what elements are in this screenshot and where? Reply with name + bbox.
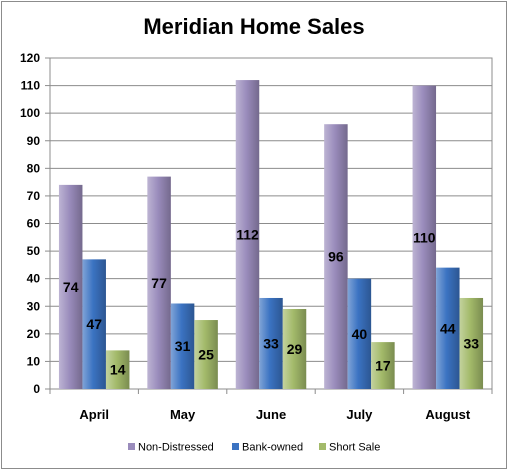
bar-bank-owned-may	[170, 303, 195, 389]
legend-label: Bank-owned	[242, 442, 303, 454]
data-label: 44	[440, 320, 456, 336]
y-tick-label: 40	[27, 272, 41, 286]
x-category-label: August	[425, 407, 470, 422]
bar-non-distressed-april	[58, 184, 83, 389]
y-tick-label: 20	[27, 327, 41, 341]
y-tick-label: 80	[27, 161, 41, 175]
plot-area: 0 10 20 30 40 50 60 70 80 90 100 110 120 74 47 14 April 7…	[20, 51, 493, 422]
data-label: 29	[287, 341, 303, 357]
data-label: 33	[464, 335, 480, 351]
bar-non-distressed-august	[412, 85, 437, 389]
x-category-label: April	[79, 407, 109, 422]
y-tick-label: 70	[27, 189, 41, 203]
data-label: 25	[198, 347, 214, 363]
data-label: 110	[413, 229, 436, 245]
data-label: 74	[63, 279, 79, 295]
legend: Non-Distressed Bank-owned Short Sale	[128, 442, 380, 454]
data-label: 33	[263, 335, 279, 351]
y-tick-label: 10	[27, 354, 41, 368]
y-tick-label: 90	[27, 134, 41, 148]
bar-bank-owned-june	[259, 297, 283, 389]
bar-short-sale-august	[459, 297, 484, 389]
data-label: 77	[151, 275, 167, 291]
bar-non-distressed-may	[147, 176, 171, 389]
data-label: 96	[328, 249, 344, 265]
legend-swatch	[128, 443, 135, 450]
y-tick-label: 30	[27, 299, 41, 313]
data-label: 112	[236, 227, 259, 243]
x-category-label: July	[346, 407, 373, 422]
bar-short-sale-may	[194, 320, 218, 389]
y-tick-label: 60	[27, 217, 41, 231]
y-tick-label: 0	[33, 382, 40, 396]
y-tick-label: 120	[20, 51, 40, 65]
data-label: 47	[86, 316, 102, 332]
bar-bank-owned-august	[436, 267, 460, 389]
bar-bank-owned-april	[82, 259, 106, 389]
bar-bank-owned-july	[347, 278, 372, 389]
bar-short-sale-june	[282, 309, 307, 389]
legend-label: Non-Distressed	[138, 442, 214, 454]
bar-short-sale-april	[105, 350, 130, 389]
legend-swatch	[319, 443, 326, 450]
data-label: 40	[352, 326, 368, 342]
data-label: 14	[110, 362, 126, 378]
y-tick-label: 110	[21, 79, 41, 93]
bar-non-distressed-june	[235, 80, 260, 390]
data-label: 17	[375, 358, 391, 374]
y-tick-label: 50	[27, 244, 41, 258]
legend-label: Short Sale	[329, 442, 380, 454]
data-label: 31	[175, 338, 191, 354]
legend-swatch	[232, 443, 239, 450]
y-tick-label: 100	[20, 106, 40, 120]
bar-non-distressed-july	[324, 124, 348, 389]
x-category-label: May	[170, 407, 196, 422]
chart-title: Meridian Home Sales	[143, 14, 364, 39]
x-category-label: June	[256, 407, 286, 422]
bar-short-sale-july	[371, 342, 395, 389]
